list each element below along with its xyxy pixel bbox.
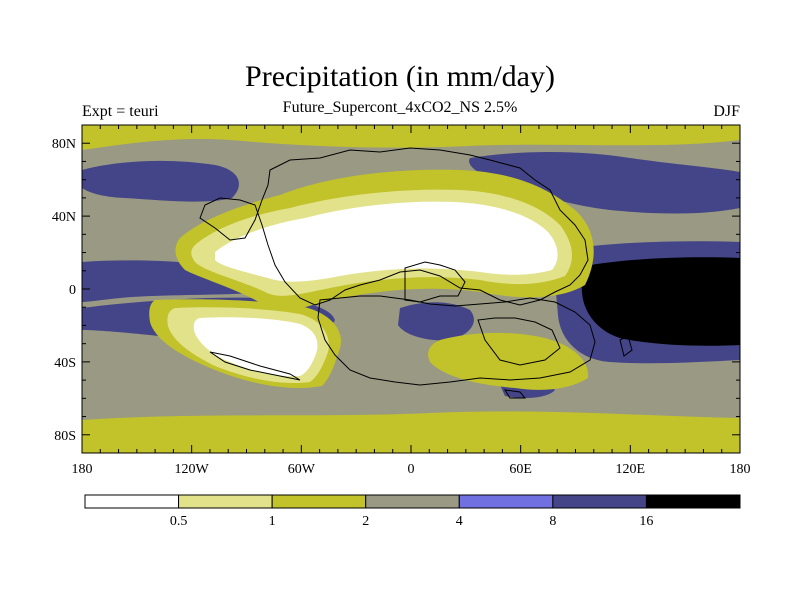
lat-tick-label: 80S xyxy=(54,429,76,444)
lat-tick-label: 80N xyxy=(52,137,76,152)
experiment-label: Expt = teuri xyxy=(82,103,159,120)
precip-band-over-16 xyxy=(592,293,683,318)
lon-tick-label: 0 xyxy=(408,462,415,477)
colorbar-label: 16 xyxy=(639,514,653,529)
coastline xyxy=(199,147,633,399)
lat-tick-label: 0 xyxy=(69,283,76,298)
colorbar xyxy=(84,494,741,509)
lon-tick-label: 60E xyxy=(509,462,532,477)
lon-tick-label: 60W xyxy=(288,462,316,477)
colorbar-swatch xyxy=(458,494,554,509)
colorbar-label: 1 xyxy=(269,514,276,529)
precip-band-under-0.5-north xyxy=(215,201,558,282)
season-label: DJF xyxy=(713,103,740,120)
colorbar-swatch xyxy=(552,494,647,509)
precip-band-4-8-nwest xyxy=(82,160,239,202)
axis-ticks xyxy=(81,124,741,454)
colorbar-label: 2 xyxy=(362,514,369,529)
lat-tick-label: 40S xyxy=(54,356,76,371)
precip-band-1-2-south-east xyxy=(428,332,589,390)
colorbar-swatch xyxy=(365,494,460,509)
colorbar-label: 4 xyxy=(456,514,463,529)
colorbar-swatch xyxy=(178,494,273,509)
lat-tick-label: 40N xyxy=(52,210,76,225)
colorbar-label: 8 xyxy=(549,514,556,529)
precip-band-1-2-north xyxy=(82,125,740,150)
lon-tick-label: 120W xyxy=(175,462,210,477)
precip-band-4-8-neast xyxy=(469,152,740,214)
colorbar-swatch xyxy=(271,494,367,509)
colorbar-swatch xyxy=(84,494,180,509)
map-subtitle: Future_Supercont_4xCO2_NS 2.5% xyxy=(282,99,518,116)
map-title: Precipitation (in mm/day) xyxy=(245,60,555,93)
lon-tick-label: 180 xyxy=(730,462,751,477)
precip-band-4-8-south-interior xyxy=(398,302,474,341)
precip-band-1-2-south xyxy=(82,411,740,453)
precip-field xyxy=(82,125,740,453)
lon-tick-label: 180 xyxy=(72,462,93,477)
lon-tick-label: 120E xyxy=(616,462,646,477)
precip-band-under-0.5-south xyxy=(193,317,318,377)
colorbar-label: 0.5 xyxy=(170,514,188,529)
colorbar-swatch xyxy=(645,494,741,509)
